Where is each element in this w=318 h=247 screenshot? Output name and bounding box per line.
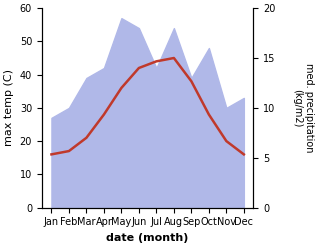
X-axis label: date (month): date (month) xyxy=(107,233,189,243)
Y-axis label: med. precipitation
(kg/m2): med. precipitation (kg/m2) xyxy=(292,63,314,153)
Y-axis label: max temp (C): max temp (C) xyxy=(4,69,14,146)
